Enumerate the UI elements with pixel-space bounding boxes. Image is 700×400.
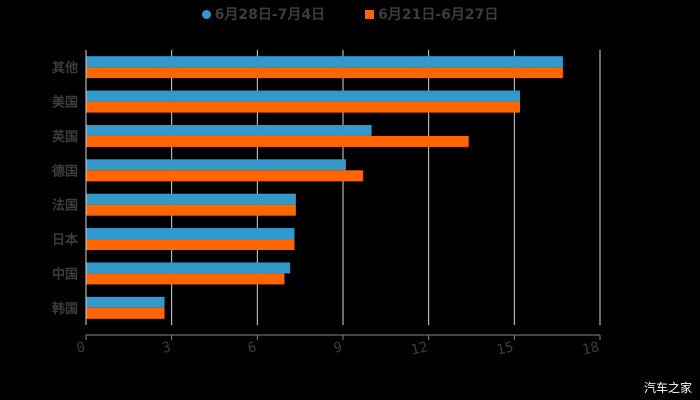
legend-label-series-2: 6月21日-6月27日 — [378, 7, 499, 23]
bar — [86, 159, 346, 171]
legend-marker-series-2 — [365, 9, 375, 19]
bar — [86, 124, 372, 136]
category-label: 美国 — [52, 95, 78, 111]
x-tick-label: 6 — [246, 339, 258, 356]
legend-marker-series-1 — [201, 9, 211, 19]
bar — [86, 228, 295, 240]
category-label: 中国 — [52, 266, 78, 282]
category-label: 法国 — [52, 198, 78, 214]
bar — [86, 170, 363, 182]
category-label: 德国 — [52, 163, 78, 179]
x-tick-label: 0 — [75, 339, 87, 356]
bar — [86, 239, 295, 251]
bar — [86, 193, 296, 205]
x-tick-label: 18 — [581, 339, 601, 358]
watermark: 汽车之家 — [643, 381, 692, 395]
bar — [86, 204, 296, 216]
category-label: 其他 — [52, 60, 78, 76]
bar — [86, 135, 469, 147]
bar — [86, 90, 521, 102]
legend-label-series-1: 6月28日-7月4日 — [214, 7, 326, 23]
x-tick-label: 15 — [495, 339, 515, 358]
x-tick-label: 9 — [332, 339, 344, 356]
chart-legend: 6月28日-7月4日 6月21日-6月27日 — [0, 4, 700, 24]
bar — [86, 273, 285, 285]
category-label: 英国 — [51, 129, 78, 145]
bar — [86, 101, 521, 113]
legend-item-series-2[interactable]: 6月21日-6月27日 — [365, 4, 498, 24]
bar — [86, 67, 563, 79]
bar — [86, 307, 165, 319]
category-label: 日本 — [52, 232, 78, 248]
x-tick-label: 12 — [410, 339, 430, 358]
x-tick-label: 3 — [161, 339, 173, 356]
bar — [86, 296, 165, 308]
bar — [86, 56, 563, 68]
legend-item-series-1[interactable]: 6月28日-7月4日 — [201, 4, 326, 24]
category-label: 韩国 — [52, 301, 78, 317]
bar — [86, 262, 291, 274]
